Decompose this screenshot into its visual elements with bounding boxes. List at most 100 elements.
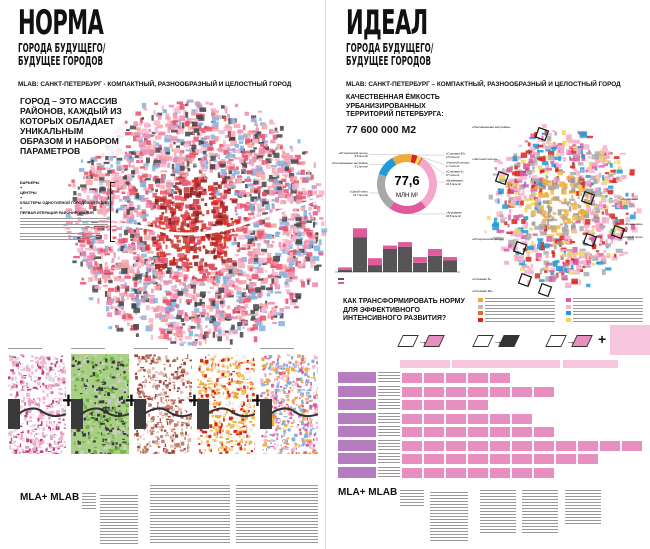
map-block [165, 149, 171, 155]
map-block [496, 211, 503, 217]
map-block [220, 256, 224, 261]
map-block [292, 176, 297, 180]
map-block [233, 123, 241, 129]
map-block [180, 341, 187, 344]
table-row-header[interactable] [338, 372, 376, 383]
map-block [252, 248, 256, 255]
map-block [551, 163, 557, 168]
map-block [156, 204, 161, 210]
map-block [139, 117, 143, 124]
table-row-header[interactable] [338, 439, 376, 451]
map-block [189, 224, 196, 227]
map-block [99, 271, 104, 275]
map-block [132, 237, 139, 243]
map-block [316, 206, 321, 213]
map-block [160, 158, 167, 165]
map-block [200, 228, 204, 233]
map-block [272, 259, 277, 266]
map-block [631, 193, 634, 198]
map-block [240, 308, 244, 311]
map-block [243, 219, 246, 225]
map-block [80, 159, 84, 163]
donut-slice-label: «Исторический центр» 8,8 млн м² [339, 151, 369, 158]
map-block [591, 226, 595, 233]
map-block [538, 228, 544, 233]
map-block [219, 204, 225, 209]
map-block [245, 235, 252, 239]
map-block [277, 192, 285, 198]
map-block [497, 198, 500, 204]
map-block [196, 132, 200, 136]
table-row-header[interactable] [338, 453, 376, 464]
map-block [564, 267, 568, 272]
map-block [128, 201, 134, 207]
map-block [534, 162, 538, 167]
map-block [266, 241, 270, 246]
map-block [279, 245, 284, 252]
map-block [552, 183, 560, 189]
map-block [248, 254, 256, 260]
map-block [621, 251, 629, 255]
map-block [625, 200, 632, 204]
map-block [520, 234, 528, 240]
left-lead-text: ГОРОД – ЭТО МАССИВ РАЙОНОВ, КАЖДЫЙ ИЗ КО… [20, 96, 125, 156]
map-block [103, 250, 109, 254]
map-block [548, 150, 555, 157]
map-block [235, 227, 243, 232]
map-block [186, 99, 194, 103]
table-row-header[interactable] [338, 426, 376, 437]
map-block [321, 228, 328, 233]
map-block [537, 209, 543, 214]
map-block [605, 175, 611, 181]
map-block [571, 148, 578, 154]
map-block [546, 219, 550, 226]
map-block [582, 144, 590, 150]
map-block [165, 238, 171, 242]
map-block [174, 195, 182, 201]
map-block [253, 190, 258, 193]
map-block [137, 289, 140, 293]
map-block [301, 232, 306, 237]
map-block [250, 327, 255, 331]
map-block [189, 262, 193, 266]
table-row-header[interactable] [338, 399, 376, 410]
left-mlab-line: MLAB: САНКТ-ПЕТЕРБУРГ - КОМПАКТНЫЙ, РАЗН… [18, 81, 292, 88]
map-block [274, 305, 278, 309]
map-block [231, 220, 235, 224]
map-block [160, 333, 165, 340]
map-block [275, 186, 282, 193]
map-block [538, 165, 543, 171]
map-block [498, 175, 506, 180]
map-block [122, 264, 129, 271]
map-block [595, 261, 601, 265]
legend-text [485, 317, 555, 322]
map-block [284, 166, 289, 172]
map-block [556, 178, 560, 182]
map-block [221, 236, 227, 239]
table-row-header[interactable] [338, 466, 376, 478]
map-block [559, 149, 565, 156]
map-block [537, 149, 544, 153]
map-block [117, 256, 120, 260]
map-block [589, 167, 595, 174]
map-block [600, 198, 607, 203]
map-block [199, 160, 203, 164]
map-block [207, 144, 214, 148]
bar-base [413, 262, 427, 272]
map-block [198, 283, 206, 286]
right-team [430, 492, 468, 542]
map-block [247, 131, 253, 134]
map-block [83, 255, 90, 262]
map-block [486, 216, 491, 220]
map-block [103, 161, 110, 165]
table-row-header[interactable] [338, 412, 376, 424]
table-row-header[interactable] [338, 385, 376, 397]
map-block [234, 144, 240, 148]
map-block [534, 186, 541, 190]
map-block [181, 245, 186, 250]
map-block [143, 284, 148, 288]
map-block [537, 238, 544, 241]
map-block [113, 252, 116, 258]
map-block [550, 160, 555, 164]
map-block [183, 192, 190, 199]
